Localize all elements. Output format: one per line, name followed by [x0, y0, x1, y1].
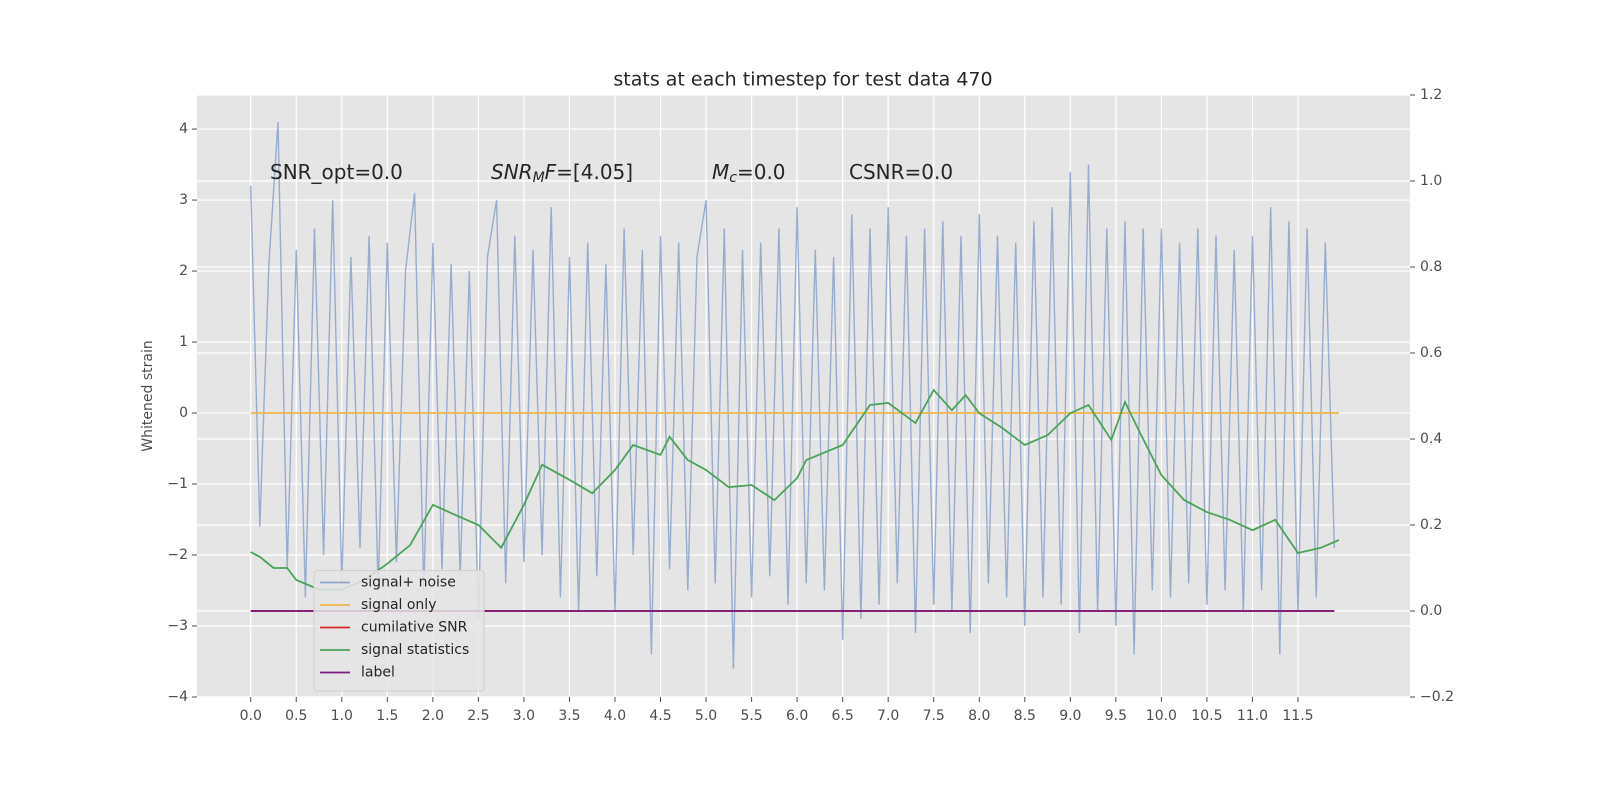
- annotation-part: M: [712, 160, 729, 184]
- y2-tick-label: 0.0: [1420, 603, 1442, 619]
- annotation-part: c: [729, 170, 737, 186]
- annotation: Mc=0.0: [712, 160, 786, 187]
- x-tick-label: 6.5: [832, 708, 854, 724]
- x-tick-label: 4.5: [649, 708, 671, 724]
- x-tick-label: 7.5: [923, 708, 945, 724]
- x-tick-label: 11.5: [1282, 708, 1313, 724]
- series-line: [250, 388, 1340, 591]
- annotation-part: SNR_opt=0.0: [270, 160, 403, 184]
- annotation-part: SNR: [491, 160, 533, 184]
- x-tick-label: 6.0: [786, 708, 808, 724]
- legend-label: signal statistics: [361, 642, 469, 658]
- y-tick-label: 3: [179, 192, 188, 208]
- legend-label: label: [361, 665, 395, 681]
- series-line: [250, 121, 1336, 669]
- annotation-part: =[4.05]: [556, 160, 633, 184]
- x-tick-label: 5.5: [740, 708, 762, 724]
- x-tick-label: 7.0: [877, 708, 899, 724]
- x-tick-label: 1.5: [376, 708, 398, 724]
- annotation: SNRMF=[4.05]: [491, 160, 633, 187]
- x-tick-label: 2.0: [422, 708, 444, 724]
- y-tick-label: 4: [179, 121, 188, 137]
- y2-tick-label: 0.4: [1420, 431, 1442, 447]
- y-tick-label: 2: [179, 263, 188, 279]
- x-tick-label: 5.0: [695, 708, 717, 724]
- annotation-part: CSNR=0.0: [849, 160, 953, 184]
- y-tick-label: −1: [167, 476, 188, 492]
- annotation-part: M: [533, 170, 545, 186]
- chart-title: stats at each timestep for test data 470: [613, 69, 992, 91]
- x-tick-label: 3.0: [513, 708, 535, 724]
- x-tick-label: 11.0: [1237, 708, 1268, 724]
- x-tick-label: 9.0: [1059, 708, 1081, 724]
- x-tick-label: 2.5: [467, 708, 489, 724]
- legend-box: [313, 570, 485, 692]
- y2-tick-label: −0.2: [1420, 689, 1454, 705]
- legend-label: signal+ noise: [361, 575, 456, 591]
- x-tick-label: 8.5: [1014, 708, 1036, 724]
- annotation: CSNR=0.0: [849, 160, 953, 184]
- annotation-part: =0.0: [737, 160, 786, 184]
- x-tick-label: 4.0: [604, 708, 626, 724]
- legend-label: cumilative SNR: [361, 620, 468, 636]
- x-tick-label: 3.5: [558, 708, 580, 724]
- x-tick-label: 9.5: [1105, 708, 1127, 724]
- annotation: SNR_opt=0.0: [270, 160, 403, 184]
- legend-label: signal only: [361, 597, 436, 613]
- annotation-part: F: [545, 160, 557, 184]
- y-tick-label: 1: [179, 334, 188, 350]
- x-tick-label: 10.5: [1191, 708, 1222, 724]
- y2-tick-label: 0.2: [1420, 517, 1442, 533]
- x-tick-label: 0.5: [285, 708, 307, 724]
- y-tick-label: −2: [167, 547, 188, 563]
- y2-tick-label: 0.6: [1420, 345, 1442, 361]
- y-tick-label: 0: [179, 405, 188, 421]
- y2-tick-label: 0.8: [1420, 259, 1442, 275]
- x-tick-label: 1.0: [331, 708, 353, 724]
- x-tick-label: 8.0: [968, 708, 990, 724]
- y-tick-label: −3: [167, 618, 188, 634]
- y-axis-label: Whitened strain: [140, 340, 156, 451]
- y2-tick-label: 1.2: [1420, 87, 1442, 103]
- x-tick-label: 0.0: [240, 708, 262, 724]
- y2-tick-label: 1.0: [1420, 173, 1442, 189]
- y-tick-label: −4: [167, 689, 188, 705]
- x-tick-label: 10.0: [1146, 708, 1177, 724]
